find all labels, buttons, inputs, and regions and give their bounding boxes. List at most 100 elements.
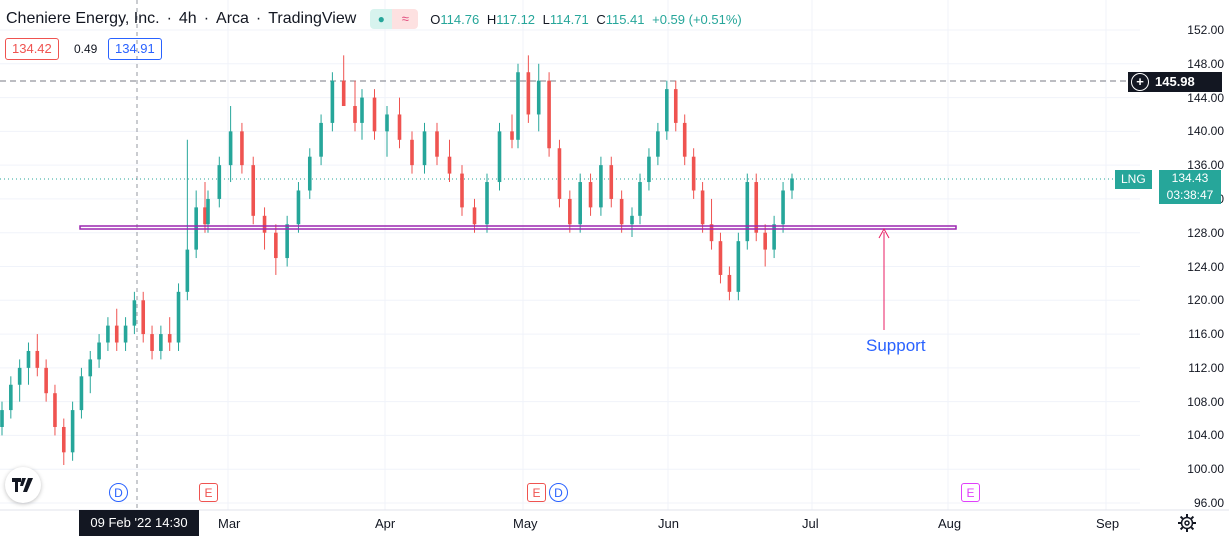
candle-body [97, 342, 101, 360]
candle-body [665, 89, 669, 132]
high-value: 117.12 [496, 11, 536, 27]
candle-body [410, 139, 414, 166]
price-axis-label: 140.00 [1187, 124, 1224, 139]
candle-body [150, 334, 154, 351]
candle-body [588, 182, 593, 208]
price-axis-label: 116.00 [1188, 327, 1224, 342]
candle-body [472, 207, 477, 225]
time-axis-label: May [513, 516, 538, 531]
candle-body [372, 97, 377, 132]
candle-body [385, 114, 389, 132]
time-axis-label: Jun [658, 516, 679, 531]
candle-body [638, 182, 642, 216]
last-price-tag: 134.43 03:38:47 [1159, 170, 1221, 204]
candle-body [114, 325, 119, 343]
candle-body [274, 232, 278, 259]
horizontal-line-price-label[interactable]: +145.98 [1128, 72, 1222, 92]
dividend-event-marker[interactable]: D [109, 483, 128, 502]
candle-body [360, 97, 364, 123]
symbol-name[interactable]: Cheniere Energy, Inc. [6, 10, 160, 27]
buy-button[interactable]: 134.91 [108, 38, 162, 60]
exchange: Arca [216, 10, 249, 27]
plus-circle-icon[interactable]: + [1131, 73, 1149, 91]
high-label: H [486, 11, 497, 27]
candle-body [206, 198, 210, 225]
open-value: 114.76 [440, 11, 480, 27]
symbol-tag: LNG [1115, 170, 1152, 189]
candle-body [599, 165, 603, 208]
candle-body [422, 131, 427, 166]
price-axis-label: 112.00 [1188, 360, 1224, 375]
candle-body [397, 114, 402, 140]
candle-body [536, 80, 541, 115]
support-annotation-text[interactable]: Support [866, 336, 926, 355]
separator-dot: · [166, 10, 172, 27]
candle-body [341, 80, 346, 107]
time-axis-label: Apr [375, 516, 396, 531]
candle-body [70, 410, 75, 453]
candle-body [217, 165, 222, 199]
chart-grid [0, 0, 1140, 510]
candle-body [772, 224, 776, 250]
crosshair-time-label: 09 Feb '22 14:30 [79, 510, 199, 536]
last-price-value: 134.43 [1171, 171, 1209, 185]
candle-body [44, 367, 48, 394]
sell-button[interactable]: 134.42 [5, 38, 59, 60]
gear-icon[interactable] [1177, 513, 1197, 533]
upcoming-earnings-event-marker[interactable]: E [961, 483, 980, 502]
candle-body [132, 300, 137, 326]
candle-body [330, 80, 335, 123]
open-label: O [430, 11, 441, 27]
interval[interactable]: 4h [178, 10, 197, 27]
candle-body [557, 148, 562, 199]
ohlc-values: O114.76 H117.12 L114.71 C115.41 +0.59 (+… [430, 12, 741, 27]
candle-body [319, 122, 323, 157]
time-axis-label: Sep [1096, 516, 1120, 531]
candle-body [516, 72, 520, 140]
candle-body [0, 410, 4, 427]
close-value: 115.41 [605, 11, 645, 27]
data-source: TradingView [268, 10, 357, 27]
candle-body [53, 393, 57, 427]
candle-body [240, 131, 244, 166]
candle-body [262, 215, 267, 233]
dividend-event-marker[interactable]: D [549, 483, 568, 502]
low-label: L [542, 11, 550, 27]
candle-body [435, 131, 439, 157]
candle-body [547, 80, 551, 149]
candle-body [353, 106, 357, 123]
candle-body [251, 165, 256, 216]
candle-body [203, 207, 207, 225]
candle-body [296, 190, 301, 225]
time-axis-label: Jul [802, 516, 819, 531]
candle-body [9, 384, 13, 411]
candle-body [763, 232, 767, 250]
candle-body [123, 325, 128, 343]
separator-dot: · [255, 10, 262, 27]
candle-body [176, 291, 181, 343]
candle-body [578, 182, 582, 225]
candle-body [526, 72, 531, 115]
candle-body [88, 359, 93, 377]
candle-body [485, 182, 489, 225]
candle-body [727, 274, 732, 292]
candle-body [510, 131, 514, 140]
price-axis-label: 144.00 [1187, 90, 1224, 105]
candle-body [709, 224, 714, 242]
candle-body [691, 156, 696, 191]
price-axis-label: 100.00 [1187, 462, 1224, 477]
candle-body [682, 122, 687, 157]
earnings-event-marker[interactable]: E [527, 483, 546, 502]
tradingview-logo-icon[interactable] [5, 467, 41, 503]
candle-body [35, 350, 40, 368]
market-status-pill[interactable]: ● ≈ [370, 9, 419, 29]
candle-body [745, 182, 750, 242]
candle-body [718, 241, 723, 275]
candle-body [647, 156, 651, 183]
candle-body [754, 182, 759, 233]
candle-body [609, 165, 614, 199]
candle-body [159, 334, 163, 351]
candle-body [106, 325, 110, 343]
earnings-event-marker[interactable]: E [199, 483, 218, 502]
